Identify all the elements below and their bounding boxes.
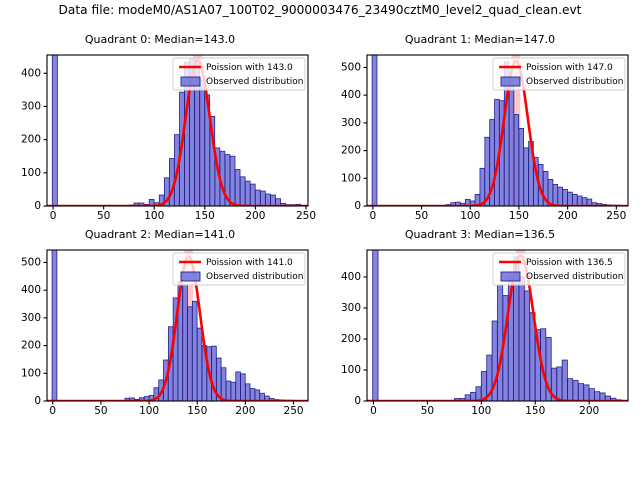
legend-1: Poission with 147.0 Observed distribution [492,57,626,91]
svg-text:150: 150 [195,210,215,222]
svg-text:100: 100 [21,367,41,379]
svg-text:400: 400 [341,271,361,283]
histogram-bars [124,281,308,401]
svg-text:200: 200 [21,134,41,146]
legend-0: Poission with 143.0 Observed distribution [172,57,306,91]
legend-swatch-observed [180,271,201,282]
svg-text:150: 150 [187,405,207,417]
svg-text:0: 0 [50,210,57,222]
svg-text:300: 300 [341,302,361,314]
svg-text:300: 300 [341,117,361,129]
legend-label-poisson: Poission with 136.5 [526,258,613,268]
y-axis-ticks: 0 100 200 300 400 500 [341,61,367,212]
y-axis-ticks: 0 100 200 300 400 [21,67,47,212]
figure-suptitle: Data file: modeM0/AS1A07_100T02_90000034… [58,3,582,17]
legend-label-observed: Observed distribution [526,77,623,87]
axes-spines [366,249,629,402]
legend-3: Poission with 136.5 Observed distribution [492,252,626,286]
svg-text:200: 200 [558,210,578,222]
svg-text:0: 0 [34,200,41,212]
poisson-curve [367,59,628,206]
zero-spike-bar [372,250,379,401]
svg-text:250: 250 [284,405,304,417]
subplot-quadrant-2: Quadrant 2: Median=141.0 0 100 200 300 400 50… [0,228,320,443]
x-axis-ticks: 0 50 100 150 200 [370,401,599,417]
svg-text:300: 300 [21,312,41,324]
histogram-bars [453,256,622,401]
svg-text:0: 0 [354,395,361,407]
svg-text:300: 300 [21,100,41,112]
legend-label-poisson: Poission with 147.0 [526,63,613,73]
svg-text:400: 400 [21,284,41,296]
x-axis-ticks: 0 50 100 150 200 250 [369,206,626,222]
svg-text:0: 0 [354,200,361,212]
legend-swatch-observed [180,76,201,87]
svg-text:400: 400 [21,67,41,79]
legend-2: Poission with 141.0 Observed distribution [172,252,306,286]
svg-text:50: 50 [94,405,107,417]
subplot-quadrant-3: Quadrant 3: Median=136.5 0 100 200 300 400 0 5… [320,228,640,443]
svg-text:200: 200 [579,405,599,417]
legend-label-observed: Observed distribution [206,272,303,282]
svg-text:100: 100 [144,210,164,222]
svg-text:200: 200 [235,405,255,417]
axes-spines [46,249,309,402]
subplot-title-quadrant-1: Quadrant 1: Median=147.0 [404,33,556,46]
svg-text:0: 0 [369,210,376,222]
svg-text:150: 150 [525,405,545,417]
svg-text:50: 50 [97,210,110,222]
legend-label-poisson: Poission with 141.0 [206,258,293,268]
svg-text:100: 100 [471,405,491,417]
svg-text:400: 400 [341,89,361,101]
axes-spines [366,54,629,207]
poisson-curve [47,58,308,206]
legend-label-observed: Observed distribution [206,77,303,87]
subplot-title-quadrant-2: Quadrant 2: Median=141.0 [84,228,236,241]
zero-spike-bar [371,55,378,206]
svg-text:250: 250 [296,210,316,222]
subplot-title-quadrant-3: Quadrant 3: Median=136.5 [404,228,556,241]
poisson-curve [367,254,628,401]
poisson-curve [47,255,308,401]
plot-area-quadrant-3: 0 100 200 300 400 0 50 100 150 200 Poission with 1… [341,249,629,417]
histogram-bars [445,61,627,206]
svg-text:100: 100 [341,364,361,376]
x-axis-ticks: 0 50 100 150 200 250 [50,206,316,222]
svg-text:500: 500 [21,256,41,268]
svg-text:200: 200 [245,210,265,222]
plot-area-quadrant-0: 0 100 200 300 400 0 50 100 150 200 250 Poission wit… [21,54,316,222]
svg-text:100: 100 [341,172,361,184]
plot-area-quadrant-2: 0 100 200 300 400 500 0 50 100 150 200 250 Poission … [21,249,309,417]
plot-area-quadrant-1: 0 100 200 300 400 500 0 50 100 150 200 250 Poission … [341,54,629,222]
legend-swatch-observed [500,271,521,282]
legend-label-observed: Observed distribution [526,272,623,282]
zero-spike-bar [51,250,58,401]
svg-text:100: 100 [139,405,159,417]
subplot-title-quadrant-0: Quadrant 0: Median=143.0 [84,33,236,46]
svg-text:0: 0 [34,395,41,407]
svg-text:0: 0 [370,405,377,417]
svg-text:50: 50 [415,210,428,222]
axes-spines [46,54,309,207]
svg-text:200: 200 [21,340,41,352]
svg-text:250: 250 [606,210,626,222]
x-axis-ticks: 0 50 100 150 200 250 [49,401,304,417]
subplot-quadrant-1: Quadrant 1: Median=147.0 0 100 200 300 400 50… [320,33,640,238]
y-axis-ticks: 0 100 200 300 400 500 [21,256,47,407]
svg-text:200: 200 [341,145,361,157]
legend-swatch-observed [500,76,521,87]
y-axis-ticks: 0 100 200 300 400 [341,271,367,407]
svg-text:500: 500 [341,61,361,73]
svg-text:150: 150 [509,210,529,222]
svg-text:100: 100 [21,167,41,179]
zero-spike-bar [51,55,58,206]
svg-text:50: 50 [421,405,434,417]
svg-text:200: 200 [341,333,361,345]
svg-text:0: 0 [49,405,56,417]
legend-label-poisson: Poission with 143.0 [206,63,293,73]
subplot-quadrant-0: Quadrant 0: Median=143.0 0 100 200 300 400 0 5… [0,33,320,238]
svg-text:100: 100 [460,210,480,222]
